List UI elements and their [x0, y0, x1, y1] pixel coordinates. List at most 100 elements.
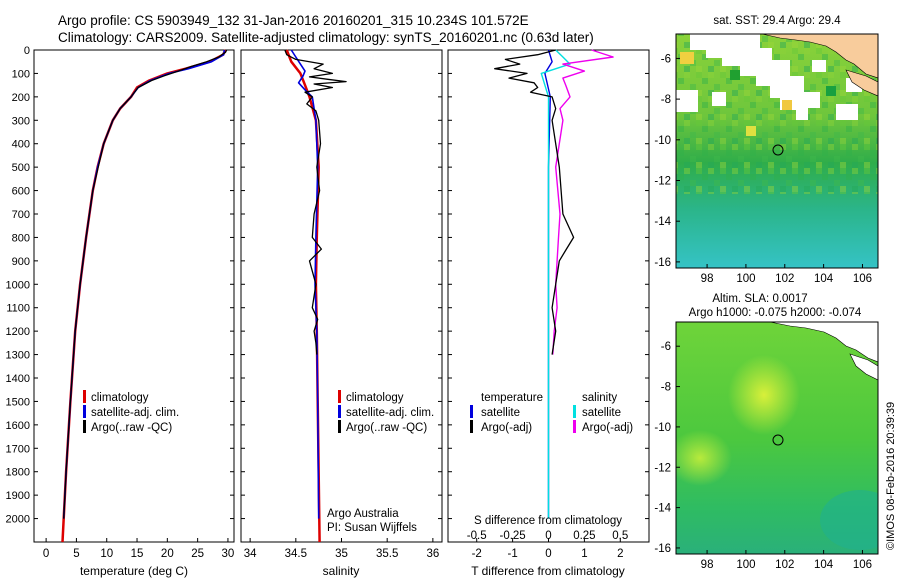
argo-line	[63, 49, 228, 519]
depth-tick-label: 100	[12, 68, 30, 80]
legend-label-t-argo: Argo(-adj)	[481, 422, 532, 434]
sla-high-anomaly	[728, 355, 800, 435]
depth-tick-label: 1400	[6, 373, 30, 385]
depth-tick-label: 2000	[6, 514, 30, 526]
sst-map-title: sat. SST: 29.4 Argo: 29.4	[713, 15, 841, 27]
s-diff-tick-label: 0.5	[612, 530, 628, 542]
sst-lon-label: 102	[775, 273, 794, 285]
depth-tick-label: 200	[12, 92, 30, 104]
sla-lat-label: -10	[654, 422, 671, 434]
sst-argo-marker	[772, 144, 784, 156]
salinity-legend: climatology satellite-adj. clim. Argo(..…	[338, 390, 434, 434]
legend-swatch-satellite	[83, 405, 86, 418]
legend-label-satellite: satellite-adj. clim.	[346, 407, 434, 419]
sla-map-axes: 98 100 102 104 106 -6 -8 -10 -12 -14 -16	[654, 341, 872, 571]
s-argo-line	[552, 49, 614, 355]
sst-lat-label: -14	[654, 216, 671, 228]
temperature-plot-frame	[33, 49, 235, 543]
temperature-x-label: temperature (deg C)	[80, 564, 188, 578]
sst-lat-label: -8	[661, 94, 671, 106]
sst-warm-patch	[746, 126, 756, 136]
temperature-series	[61, 49, 228, 543]
salinity-x-tick-label: 35	[335, 548, 348, 560]
sst-lat-label: -16	[654, 257, 671, 269]
salinity-x-tick-label: 34.5	[285, 548, 307, 560]
sst-lat-label: -6	[661, 53, 671, 65]
legend-label-climatology: climatology	[346, 392, 404, 404]
difference-series	[494, 49, 614, 519]
depth-tick-label: 1500	[6, 396, 30, 408]
sst-map-axes: 98 100 102 104 106 -6 -8 -10 -12 -14 -16	[654, 53, 872, 285]
sla-lon-label: 98	[701, 559, 714, 571]
sst-cool-patch	[826, 86, 836, 96]
sst-lat-label: -12	[654, 176, 671, 188]
sla-land-sumatra	[769, 322, 878, 363]
depth-tick-label: 600	[12, 186, 30, 198]
t-argo-line	[494, 49, 575, 355]
depth-tick-label: 1600	[6, 420, 30, 432]
salinity-x-tick-label: 34	[244, 548, 257, 560]
temperature-x-tick-label: 25	[191, 548, 204, 560]
imos-timestamp: ©IMOS 08-Feb-2016 20:39:39	[885, 402, 897, 550]
sla-lat-label: -12	[654, 462, 671, 474]
sst-land-sumatra	[761, 34, 878, 79]
depth-tick-label: 1000	[6, 279, 30, 291]
satellite-line	[62, 49, 226, 519]
sst-cloud-mask	[676, 90, 698, 112]
argo-australia-label: Argo Australia	[327, 508, 399, 520]
sst-lon-label: 106	[853, 273, 872, 285]
sla-map-title: Altim. SLA: 0.0017	[712, 293, 807, 305]
sst-cloud-mask	[690, 34, 820, 120]
sla-map-frame	[675, 321, 879, 555]
depth-tick-label: 400	[12, 139, 30, 151]
sla-lon-label: 106	[853, 559, 872, 571]
sla-lat-label: -14	[654, 503, 671, 515]
legend-label-t-satellite: satellite	[481, 407, 520, 419]
s-difference-axis: -0.5 -0.25 0 0.25 0.5	[467, 530, 628, 542]
sst-map-frame	[675, 33, 879, 269]
sla-lon-label: 102	[775, 559, 794, 571]
t-diff-x-tick-label: -1	[507, 548, 517, 560]
sst-warm-patch	[680, 52, 694, 64]
header-line1: Argo profile: CS 5903949_132 31-Jan-2016…	[58, 13, 529, 28]
argo-line	[284, 49, 347, 355]
legend-swatch-climatology	[83, 390, 86, 403]
legend-title-salinity: salinity	[582, 392, 617, 404]
salinity-panel: 34 34.5 35 35.5 36 climatology satellite-adj…	[240, 49, 443, 578]
salinity-series	[284, 49, 347, 543]
legend-swatch-argo	[83, 420, 86, 433]
sst-lon-label: 104	[814, 273, 834, 285]
s-diff-tick-label: 0	[545, 530, 551, 542]
legend-label-argo: Argo(..raw -QC)	[346, 422, 427, 434]
depth-tick-label: 700	[12, 209, 30, 221]
salinity-x-label: salinity	[323, 564, 360, 578]
depth-tick-label: 1900	[6, 490, 30, 502]
sla-low-anomaly	[820, 490, 878, 550]
legend-swatch-t-satellite	[470, 405, 473, 418]
legend-swatch-s-satellite	[573, 405, 576, 418]
legend-label-s-satellite: satellite	[582, 407, 621, 419]
s-difference-label: S difference from climatology	[474, 515, 622, 527]
salinity-x-tick-label: 36	[426, 548, 439, 560]
depth-tick-label: 0	[24, 45, 30, 57]
sla-map-subtitle: Argo h1000: -0.075 h2000: -0.074	[689, 307, 862, 319]
climatology-line	[61, 49, 227, 543]
legend-label-argo: Argo(..raw -QC)	[91, 422, 172, 434]
satellite-line	[290, 49, 320, 519]
sla-map: Altim. SLA: 0.0017 Argo h1000: -0.075 h2…	[654, 293, 879, 571]
temperature-x-tick-label: 0	[43, 548, 49, 560]
sla-lat-label: -16	[654, 543, 671, 555]
legend-label-climatology: climatology	[91, 392, 149, 404]
temperature-x-tick-label: 15	[131, 548, 144, 560]
t-diff-x-tick-label: 1	[581, 548, 587, 560]
difference-x-axis: -2 -1 0 1 2	[472, 538, 623, 560]
depth-tick-label: 300	[12, 115, 30, 127]
temperature-x-tick-label: 20	[161, 548, 174, 560]
salinity-plot-frame	[240, 49, 443, 543]
sla-high-anomaly	[676, 430, 732, 486]
difference-panel: -2 -1 0 1 2 temperature salinity satellite A…	[447, 49, 650, 578]
legend-swatch-climatology	[338, 390, 341, 403]
t-difference-label: T difference from climatology	[471, 564, 625, 578]
legend-swatch-satellite	[338, 405, 341, 418]
